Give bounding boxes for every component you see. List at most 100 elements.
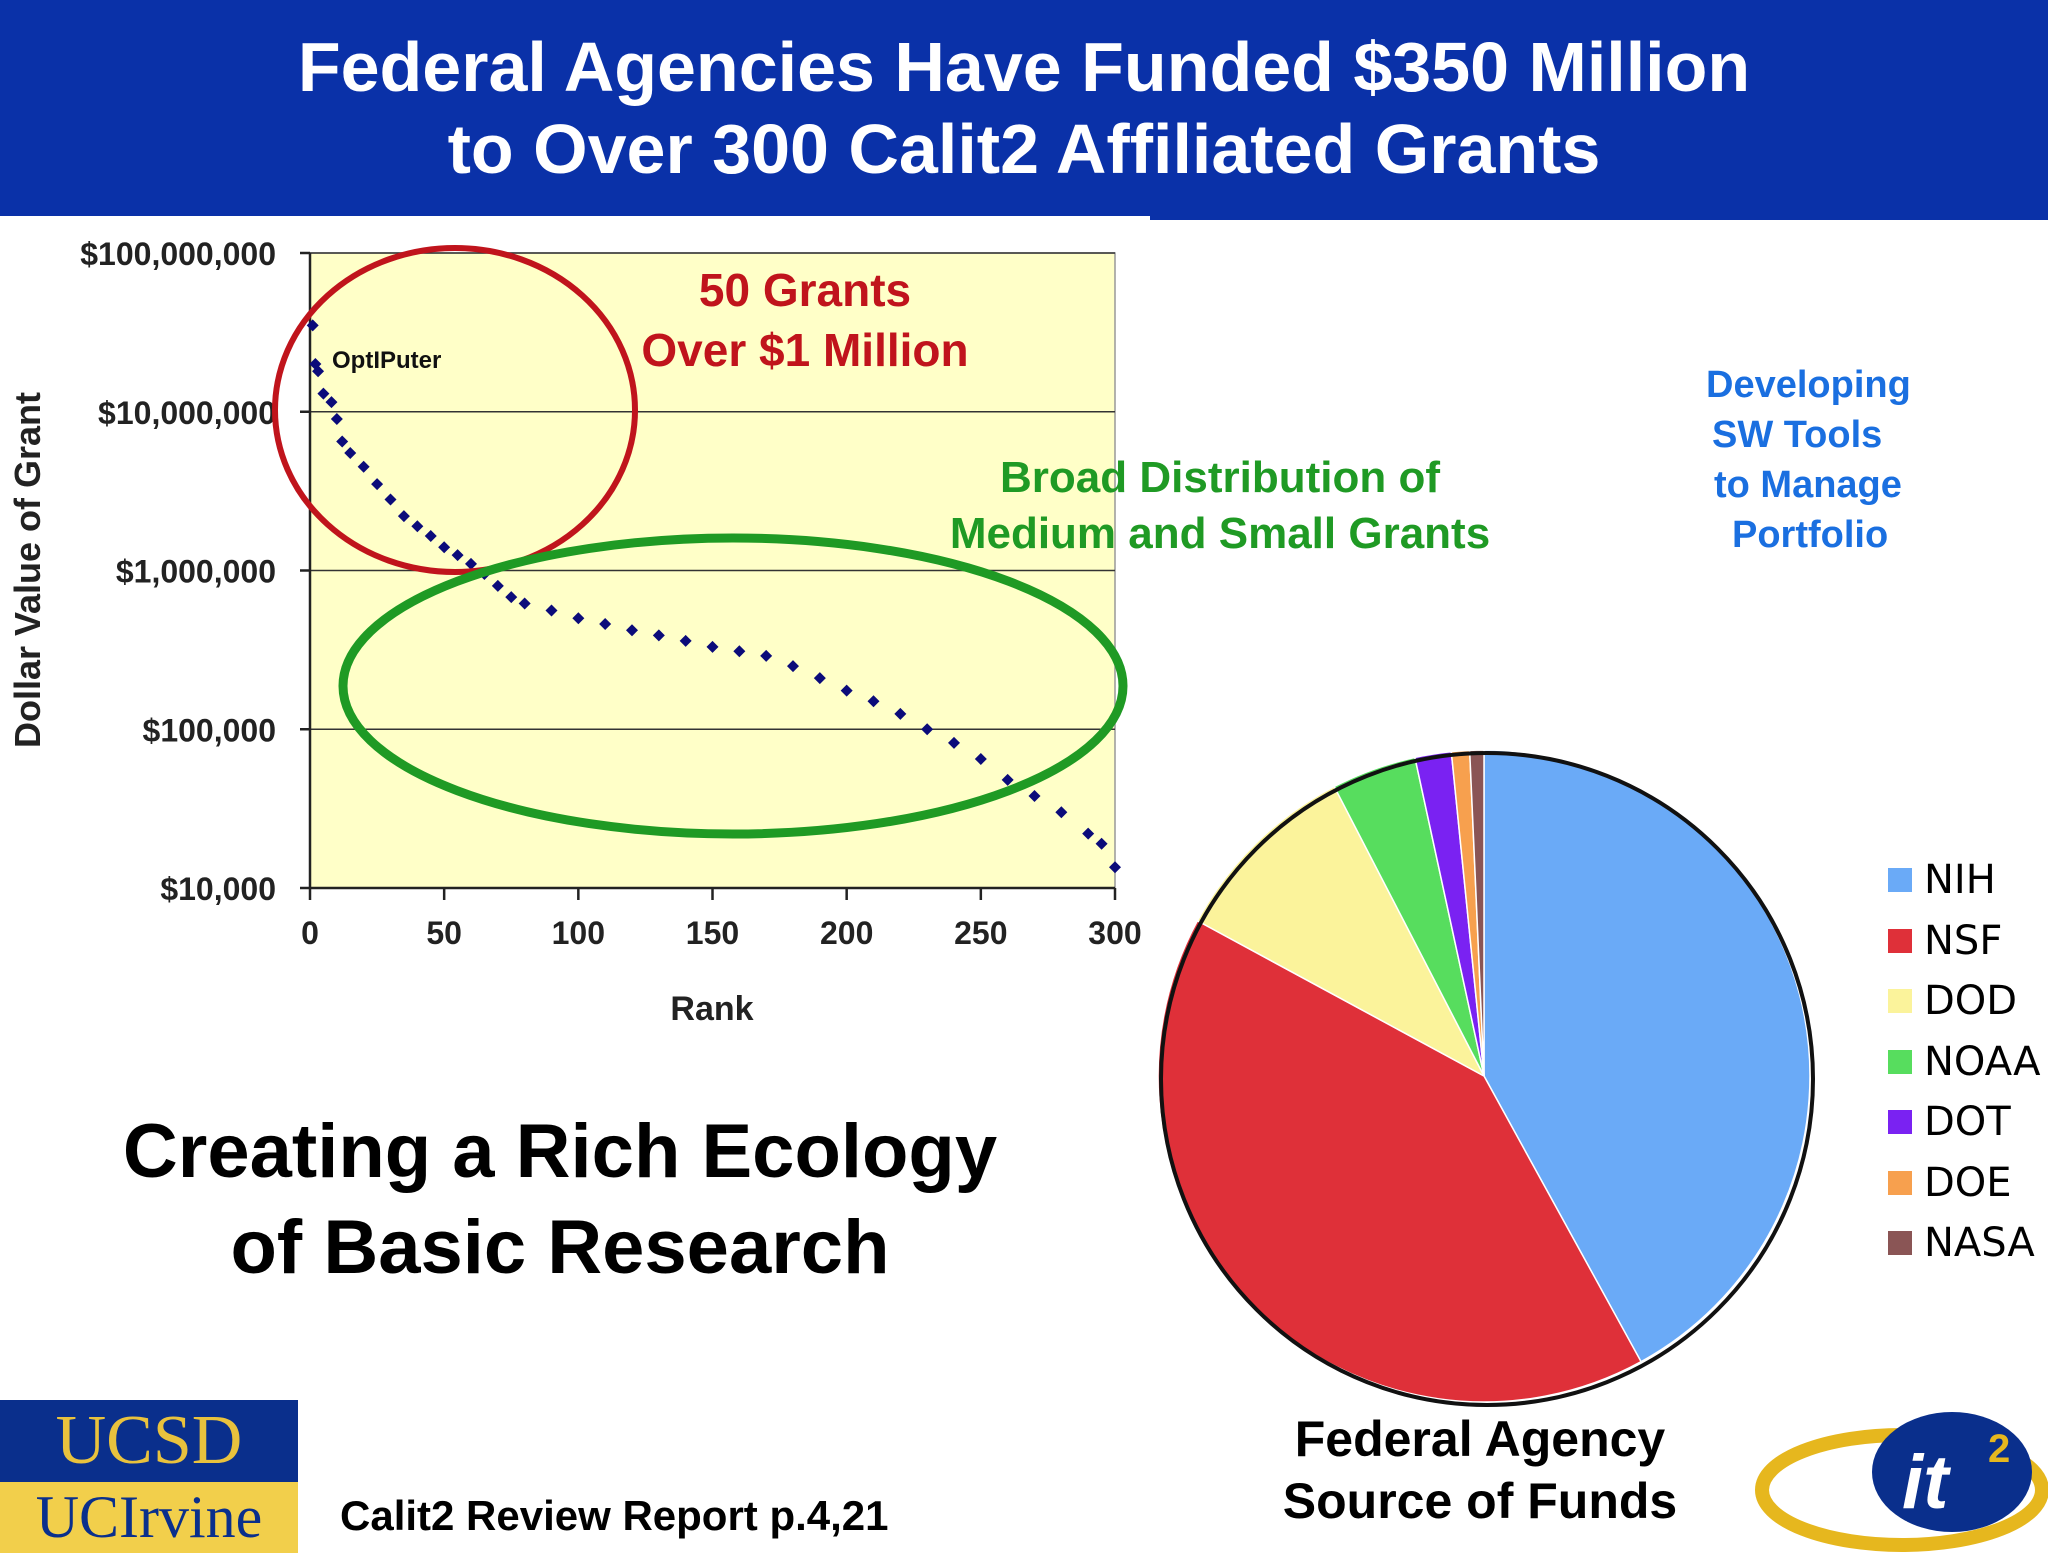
legend-label: DOT [1924, 1099, 2011, 1146]
data-point [306, 319, 319, 332]
y-tick-label: $100,000 [143, 712, 276, 748]
data-point [344, 446, 357, 459]
banner-underline [1150, 216, 2048, 220]
sw-tools-line-1: Developing [1706, 364, 1911, 406]
agency-pie-chart [1157, 749, 1815, 1407]
legend-swatch [1888, 989, 1912, 1014]
data-point [948, 736, 960, 749]
data-point [840, 684, 853, 697]
data-point [867, 695, 880, 708]
data-point [787, 660, 799, 673]
data-point [451, 549, 464, 562]
data-point [491, 579, 504, 592]
pie-caption: Federal Agency Source of Funds [1230, 1408, 1730, 1532]
data-point [921, 723, 934, 736]
data-point [357, 460, 370, 473]
data-point [336, 435, 349, 448]
data-point [465, 557, 477, 570]
data-point [1001, 773, 1014, 786]
y-tick-label: $10,000,000 [98, 395, 276, 431]
x-tick-label: 300 [1088, 915, 1141, 951]
legend-item-noaa: NOAA [1888, 1032, 2041, 1093]
data-point [325, 396, 338, 409]
pie-slices [1157, 749, 1815, 1407]
legend-item-dod: DOD [1888, 971, 2041, 1032]
big-grants-ellipse [272, 245, 638, 575]
legend-label: DOD [1924, 978, 2018, 1025]
data-point [438, 541, 451, 554]
x-tick-label: 0 [301, 915, 319, 951]
medium-small-note: Broad Distribution of Medium and Small G… [910, 450, 1530, 562]
pie-legend: NIH NSF DOD NOAA DOT DOE NASA [1888, 850, 2041, 1274]
medium-small-note-line-1: Broad Distribution of [1000, 453, 1440, 502]
legend-swatch [1888, 1049, 1912, 1074]
pie-slice-dod [1196, 785, 1486, 1078]
title-banner: Federal Agencies Have Funded $350 Millio… [0, 0, 2048, 216]
x-tick-label: 200 [820, 915, 873, 951]
legend-item-nsf: NSF [1888, 911, 2041, 972]
data-point [599, 618, 612, 631]
data-point [312, 365, 325, 378]
y-tick-label: $10,000 [160, 871, 276, 907]
data-point [679, 634, 692, 647]
data-point [652, 629, 665, 642]
legend-swatch [1888, 1110, 1912, 1135]
svg-text:2: 2 [1988, 1427, 2010, 1471]
y-tick-label: $100,000,000 [80, 236, 276, 272]
data-point [760, 649, 773, 662]
x-tick-label: 250 [954, 915, 1007, 951]
data-point [424, 529, 437, 542]
ecology-caption: Creating a Rich Ecology of Basic Researc… [20, 1104, 1100, 1296]
legend-item-doe: DOE [1888, 1153, 2041, 1214]
rank-scatter-chart: $10,000 $100,000 $1,000,000 $10,000,000 $100… [7, 236, 1142, 1028]
optiputer-label: OptIPuter [332, 347, 441, 374]
data-point [1055, 806, 1068, 819]
medium-small-note-line-2: Medium and Small Grants [949, 509, 1491, 558]
data-point [330, 413, 343, 426]
data-point [384, 493, 397, 506]
sw-tools-line-3: to Manage [1714, 464, 1902, 506]
legend-swatch [1888, 1231, 1912, 1256]
x-tick-labels: 0 50 100 150 200 250 300 [301, 915, 1142, 951]
legend-swatch [1888, 868, 1912, 893]
data-point [411, 520, 424, 533]
y-axis-label: Dollar Value of Grant [7, 392, 48, 748]
legend-label: NSF [1924, 917, 2003, 964]
sw-tools-line-4: Portfolio [1732, 514, 1889, 556]
x-tick-label: 150 [686, 915, 739, 951]
data-point [505, 591, 518, 604]
pie-caption-line-1: Federal Agency [1294, 1411, 1666, 1467]
it2-logo: it 2 [1755, 1412, 2048, 1552]
ucirvine-logo: UCIrvine [0, 1482, 298, 1553]
data-point [1082, 827, 1095, 840]
svg-text:it: it [1902, 1440, 1951, 1525]
data-point [813, 672, 826, 685]
data-point [518, 597, 531, 610]
ecology-caption-line-2: of Basic Research [230, 1205, 890, 1290]
sw-tools-note: Developing SW Tools to Manage Portfolio [1700, 360, 1960, 560]
legend-label: NOAA [1924, 1038, 2041, 1085]
big-grants-note-line-2: Over $1 Million [641, 324, 969, 376]
big-grants-note-line-1: 50 Grants [698, 264, 912, 316]
data-point [1028, 789, 1041, 802]
data-point [397, 510, 410, 523]
data-point [706, 640, 719, 653]
pie-rim [1159, 751, 1815, 1407]
legend-item-nasa: NASA [1888, 1213, 2041, 1274]
data-point [317, 387, 330, 400]
legend-item-nih: NIH [1888, 850, 2041, 911]
medium-small-ellipse [338, 533, 1128, 839]
y-tick-labels: $10,000 $100,000 $1,000,000 $10,000,000 $100… [80, 236, 276, 907]
x-axis-label: Rank [670, 990, 753, 1028]
scatter-points [306, 319, 1121, 874]
ecology-caption-line-1: Creating a Rich Ecology [122, 1109, 998, 1194]
ucsd-logo: UCSD [0, 1400, 298, 1482]
x-tick-label: 50 [426, 915, 462, 951]
legend-label: DOE [1924, 1159, 2012, 1206]
x-tick-label: 100 [552, 915, 605, 951]
y-tick-label: $1,000,000 [116, 554, 276, 590]
title-line-2: to Over 300 Calit2 Affiliated Grants [447, 110, 1601, 188]
data-point [572, 612, 585, 625]
gridlines [300, 251, 1117, 900]
axes [308, 253, 1115, 890]
